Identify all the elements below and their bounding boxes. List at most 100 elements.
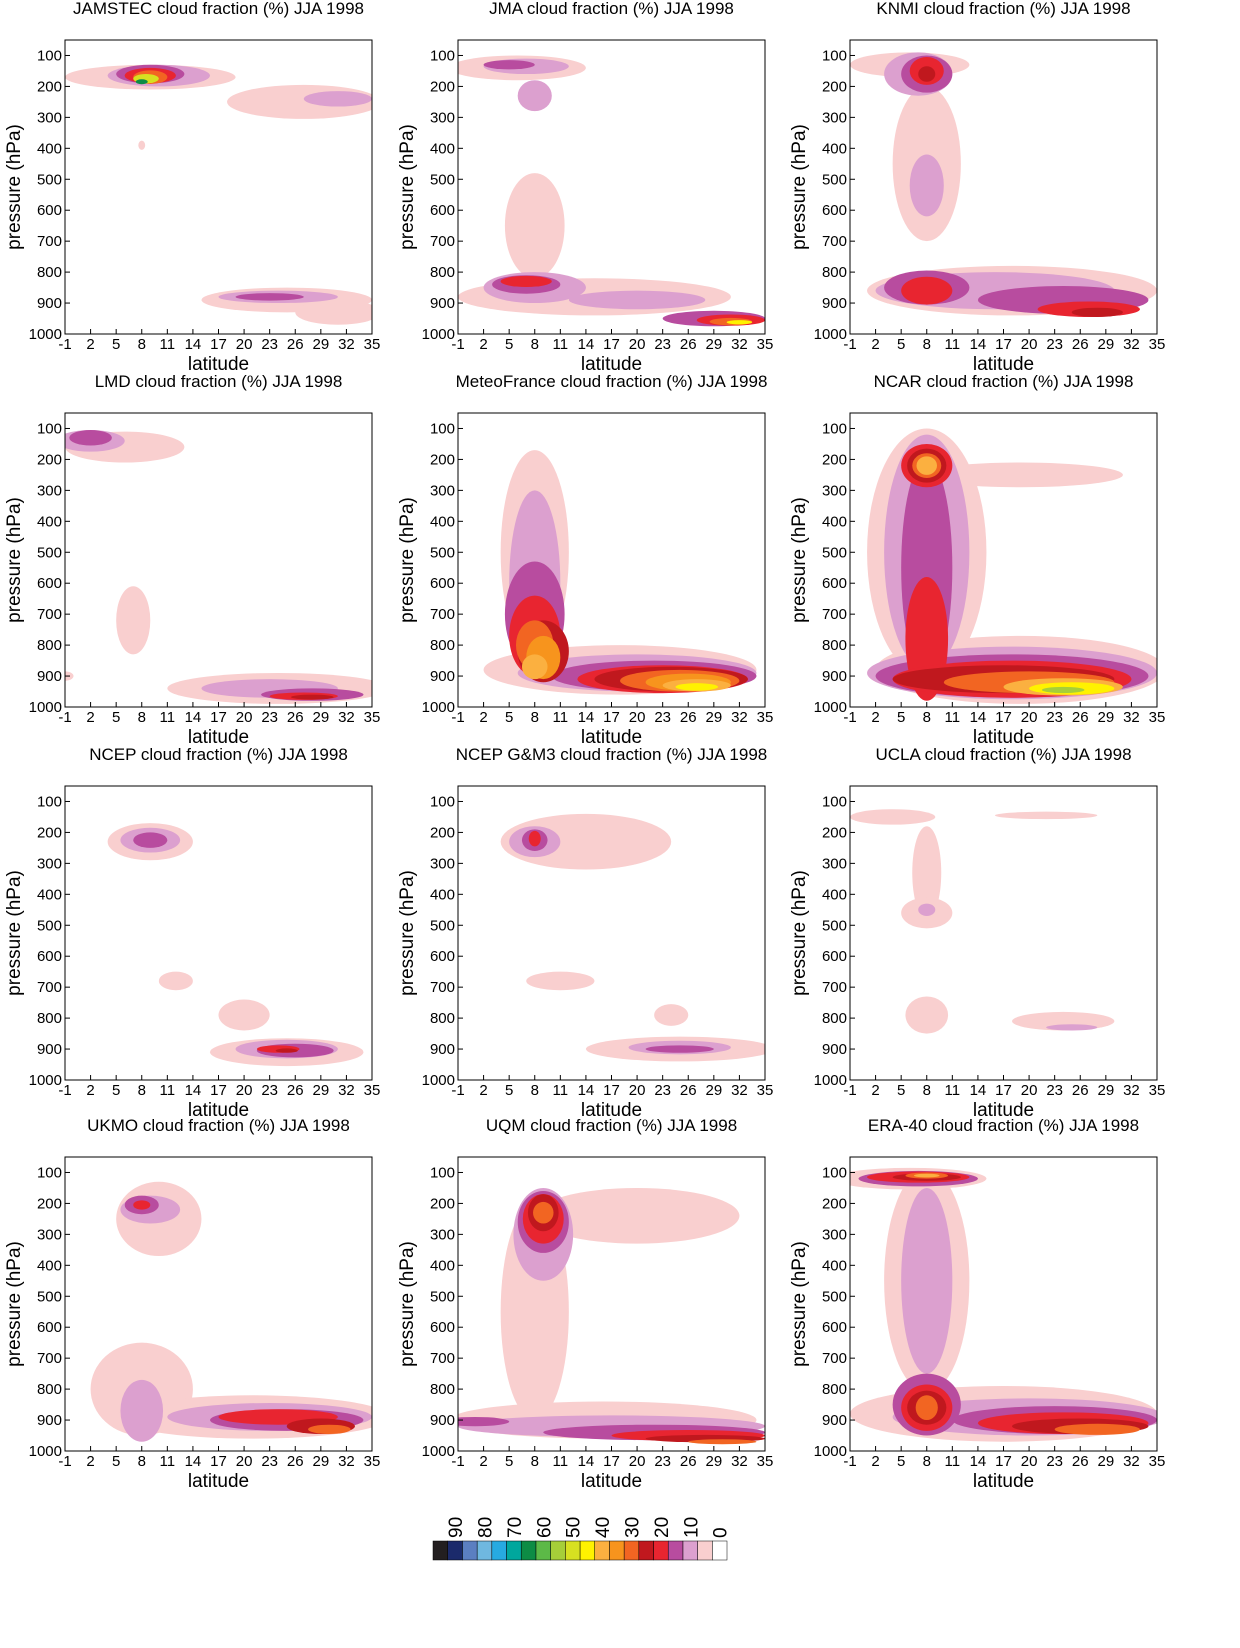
x-tick-label: 14 — [185, 709, 202, 726]
x-tick-label: 32 — [1123, 1082, 1140, 1099]
panel: NCEP G&M3 cloud fraction (%) JJA 1998 -1 2… — [397, 745, 773, 1121]
contour-region — [116, 586, 151, 655]
y-axis-label: pressure (hPa) — [789, 497, 810, 623]
y-tick-label: 1000 — [29, 326, 62, 343]
x-tick-label: -1 — [58, 709, 71, 726]
y-tick-label: 800 — [37, 1010, 62, 1027]
colorbar-label: 30 — [622, 1517, 643, 1538]
panel: UCLA cloud fraction (%) JJA 1998 -1 2 5 8 11 1… — [789, 745, 1165, 1121]
panel-title: JMA cloud fraction (%) JJA 1998 — [489, 0, 734, 18]
y-axis-label: pressure (hPa) — [789, 124, 810, 250]
y-tick-label: 700 — [430, 1350, 455, 1367]
x-tick-label: 32 — [731, 1453, 748, 1470]
colorbar-cell — [506, 1540, 522, 1561]
x-tick-label: 32 — [731, 336, 748, 353]
contour-region — [500, 275, 552, 287]
contour-region — [235, 293, 304, 301]
y-tick-label: 100 — [822, 420, 847, 437]
y-tick-label: 1000 — [422, 326, 455, 343]
x-tick-label: 8 — [531, 709, 539, 726]
colorbar-cell — [579, 1540, 595, 1561]
x-tick-label: 23 — [654, 336, 671, 353]
y-tick-label: 200 — [37, 78, 62, 95]
contour-region — [534, 1187, 740, 1244]
y-axis-label: pressure (hPa) — [4, 1241, 25, 1367]
y-tick-label: 900 — [430, 668, 455, 685]
x-tick-label: 11 — [945, 1082, 961, 1099]
contour-region — [916, 456, 937, 475]
y-tick-label: 500 — [430, 544, 455, 561]
x-tick-label: 5 — [505, 1082, 513, 1099]
x-tick-label: 17 — [603, 709, 620, 726]
plot-area — [458, 786, 765, 1080]
panel: JMA cloud fraction (%) JJA 1998 -1 2 5 8 11 14… — [397, 0, 773, 375]
colorbar-cell — [682, 1540, 698, 1561]
y-tick-label: 600 — [822, 948, 847, 965]
colorbar-cell — [550, 1540, 566, 1561]
y-tick-label: 500 — [37, 917, 62, 934]
contour-region — [1046, 1024, 1098, 1031]
x-axis-label: latitude — [973, 727, 1034, 748]
y-tick-label: 200 — [37, 451, 62, 468]
colorbar-cell — [447, 1540, 463, 1561]
panel-title: LMD cloud fraction (%) JJA 1998 — [95, 372, 343, 391]
y-tick-label: 400 — [430, 513, 455, 530]
y-tick-label: 900 — [822, 295, 847, 312]
x-tick-label: 17 — [603, 1453, 620, 1470]
x-tick-label: 20 — [236, 1082, 253, 1099]
y-tick-label: 700 — [430, 606, 455, 623]
x-tick-label: 35 — [364, 336, 381, 353]
colorbar-cell — [697, 1540, 713, 1561]
x-tick-label: 2 — [871, 336, 879, 353]
x-tick-label: 29 — [1097, 709, 1114, 726]
x-tick-label: 14 — [578, 1453, 595, 1470]
x-tick-label: 2 — [871, 1453, 879, 1470]
contour-region — [120, 1379, 164, 1442]
x-tick-label: 26 — [680, 1082, 697, 1099]
y-tick-label: 700 — [822, 1350, 847, 1367]
contour-region — [526, 971, 595, 991]
x-tick-label: 23 — [1046, 1453, 1063, 1470]
y-axis-label: pressure (hPa) — [789, 870, 810, 996]
y-tick-label: 900 — [822, 668, 847, 685]
x-tick-label: 8 — [531, 1453, 539, 1470]
contour-region — [158, 971, 193, 991]
colorbar-cell — [462, 1540, 478, 1561]
y-tick-label: 900 — [430, 1041, 455, 1058]
colorbar-cell — [623, 1540, 640, 1561]
x-tick-label: 2 — [86, 336, 94, 353]
x-tick-label: 35 — [757, 1453, 774, 1470]
x-tick-label: 23 — [1046, 1082, 1063, 1099]
x-tick-label: 17 — [995, 1082, 1012, 1099]
x-tick-label: 20 — [236, 336, 253, 353]
plot-area — [850, 40, 1157, 334]
y-tick-label: 400 — [37, 140, 62, 157]
x-tick-label: 5 — [505, 709, 513, 726]
colorbar-cell — [476, 1540, 493, 1561]
x-tick-label: 14 — [185, 1453, 202, 1470]
y-tick-label: 1000 — [814, 1443, 847, 1460]
y-tick-label: 400 — [37, 513, 62, 530]
y-tick-label: 400 — [822, 886, 847, 903]
x-tick-label: 14 — [970, 336, 987, 353]
y-tick-label: 600 — [822, 1319, 847, 1336]
x-tick-label: -1 — [843, 709, 856, 726]
contour-region — [69, 430, 112, 446]
y-tick-label: 700 — [430, 979, 455, 996]
colorbar-cell — [535, 1540, 551, 1561]
y-tick-label: 300 — [822, 482, 847, 499]
x-tick-label: 20 — [1021, 709, 1038, 726]
x-tick-label: 20 — [236, 709, 253, 726]
panel: MeteoFrance cloud fraction (%) JJA 1998 -… — [397, 372, 773, 748]
y-tick-label: 700 — [37, 606, 62, 623]
y-axis-label: pressure (hPa) — [397, 497, 418, 623]
x-tick-label: 32 — [1123, 709, 1140, 726]
y-tick-label: 800 — [430, 1381, 455, 1398]
y-tick-label: 200 — [37, 1195, 62, 1212]
y-tick-label: 900 — [822, 1412, 847, 1429]
y-tick-label: 800 — [430, 637, 455, 654]
panel-title: NCAR cloud fraction (%) JJA 1998 — [874, 372, 1134, 391]
y-tick-label: 200 — [822, 451, 847, 468]
x-tick-label: 5 — [112, 336, 120, 353]
y-tick-label: 900 — [37, 295, 62, 312]
